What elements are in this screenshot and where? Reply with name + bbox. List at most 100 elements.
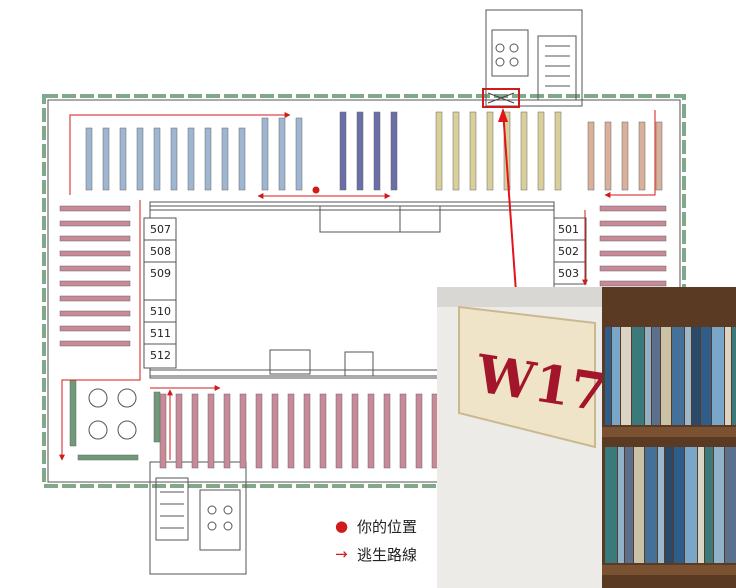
bookshelf (469, 111, 477, 191)
legend-label-you-are-here: 你的位置 (357, 517, 418, 536)
book-spine (661, 327, 671, 425)
bookshelf (59, 325, 131, 332)
book-spine (621, 327, 631, 425)
bookshelf (638, 121, 646, 191)
bookshelf (303, 393, 311, 469)
sign-plate: W17 (458, 305, 611, 449)
bookshelf (59, 205, 131, 212)
highlighted-elevator (482, 88, 520, 108)
book-spine (605, 327, 611, 425)
bookshelf (339, 111, 347, 191)
bookshelf (59, 235, 131, 242)
room-label-512: 512 (150, 349, 171, 362)
bookshelf (175, 393, 183, 469)
book-spine (632, 327, 644, 425)
bookshelf (621, 121, 629, 191)
book-spine (625, 447, 633, 563)
map-legend: ● 你的位置 → 逃生路線 (335, 512, 417, 568)
book-spine (714, 447, 724, 563)
book-spine (612, 327, 620, 425)
bookshelf (239, 393, 247, 469)
book-spine (645, 447, 657, 563)
bookshelf (367, 393, 375, 469)
bookshelf (587, 121, 595, 191)
bookshelf (238, 127, 246, 191)
book-spine (652, 327, 660, 425)
bookshelf (604, 121, 612, 191)
bookshelf (77, 454, 139, 461)
bookshelf (59, 280, 131, 287)
study-rooms-right: 501 502 503 (553, 217, 587, 285)
bookshelf (599, 220, 667, 227)
red-dot-icon: ● (335, 517, 349, 535)
bookshelf (102, 127, 110, 191)
bookshelf (655, 121, 663, 191)
reading-tables (88, 388, 137, 440)
bookshelf (486, 111, 494, 191)
bookshelf (599, 235, 667, 242)
room-label-509: 509 (150, 267, 171, 280)
book-spine (665, 447, 673, 563)
book-spine (725, 447, 736, 563)
book-spine (698, 447, 704, 563)
bookshelf (59, 250, 131, 257)
bookshelf (85, 127, 93, 191)
bookshelf (170, 127, 178, 191)
room-label-503: 503 (558, 267, 579, 280)
bookshelf (373, 111, 381, 191)
book-spine (674, 447, 684, 563)
bookshelf (136, 127, 144, 191)
book-spine (658, 447, 664, 563)
bookshelf (295, 117, 303, 191)
room-label-511: 511 (150, 327, 171, 340)
room-label-508: 508 (150, 245, 171, 258)
bookshelf (356, 111, 364, 191)
bookshelf (335, 393, 343, 469)
book-spine (672, 327, 684, 425)
bookshelf (261, 117, 269, 191)
bookshelf (207, 393, 215, 469)
bookshelf (399, 393, 407, 469)
book-spine (705, 447, 713, 563)
bookshelf (599, 280, 667, 287)
bookshelf (503, 111, 511, 191)
study-rooms-left: 507 508 509 510 511 512 (143, 217, 177, 369)
red-arrow-icon: → (335, 545, 348, 563)
bookshelf (59, 265, 131, 272)
pointer-line (502, 109, 517, 293)
you-are-here-marker (312, 186, 320, 194)
bookshelf (278, 117, 286, 191)
bookshelf (153, 127, 161, 191)
bookshelf (59, 220, 131, 227)
inset-photo: W17 (437, 287, 736, 588)
escape-route (59, 110, 656, 461)
bookshelf (187, 127, 195, 191)
bookshelf (452, 111, 460, 191)
bookshelf (153, 391, 161, 443)
book-spine (685, 447, 697, 563)
bookshelf (223, 393, 231, 469)
book-spine (692, 327, 700, 425)
bookshelf (599, 250, 667, 257)
book-spines (605, 327, 736, 563)
top-stair-tower (485, 9, 583, 107)
room-label-507: 507 (150, 223, 171, 236)
book-spine (645, 327, 651, 425)
room-label-510: 510 (150, 305, 171, 318)
bookshelf (520, 111, 528, 191)
bookshelf (554, 111, 562, 191)
bookshelf (287, 393, 295, 469)
bottom-stair-tower (149, 461, 247, 575)
room-label-502: 502 (558, 245, 579, 258)
book-spine (725, 327, 731, 425)
bookshelf (599, 265, 667, 272)
book-spine (634, 447, 644, 563)
bookshelf (435, 111, 443, 191)
bookshelf (255, 393, 263, 469)
bookshelf (119, 127, 127, 191)
pointer-arrowhead (498, 108, 508, 122)
room-label-501: 501 (558, 223, 579, 236)
bookshelf (59, 295, 131, 302)
bookshelf (191, 393, 199, 469)
